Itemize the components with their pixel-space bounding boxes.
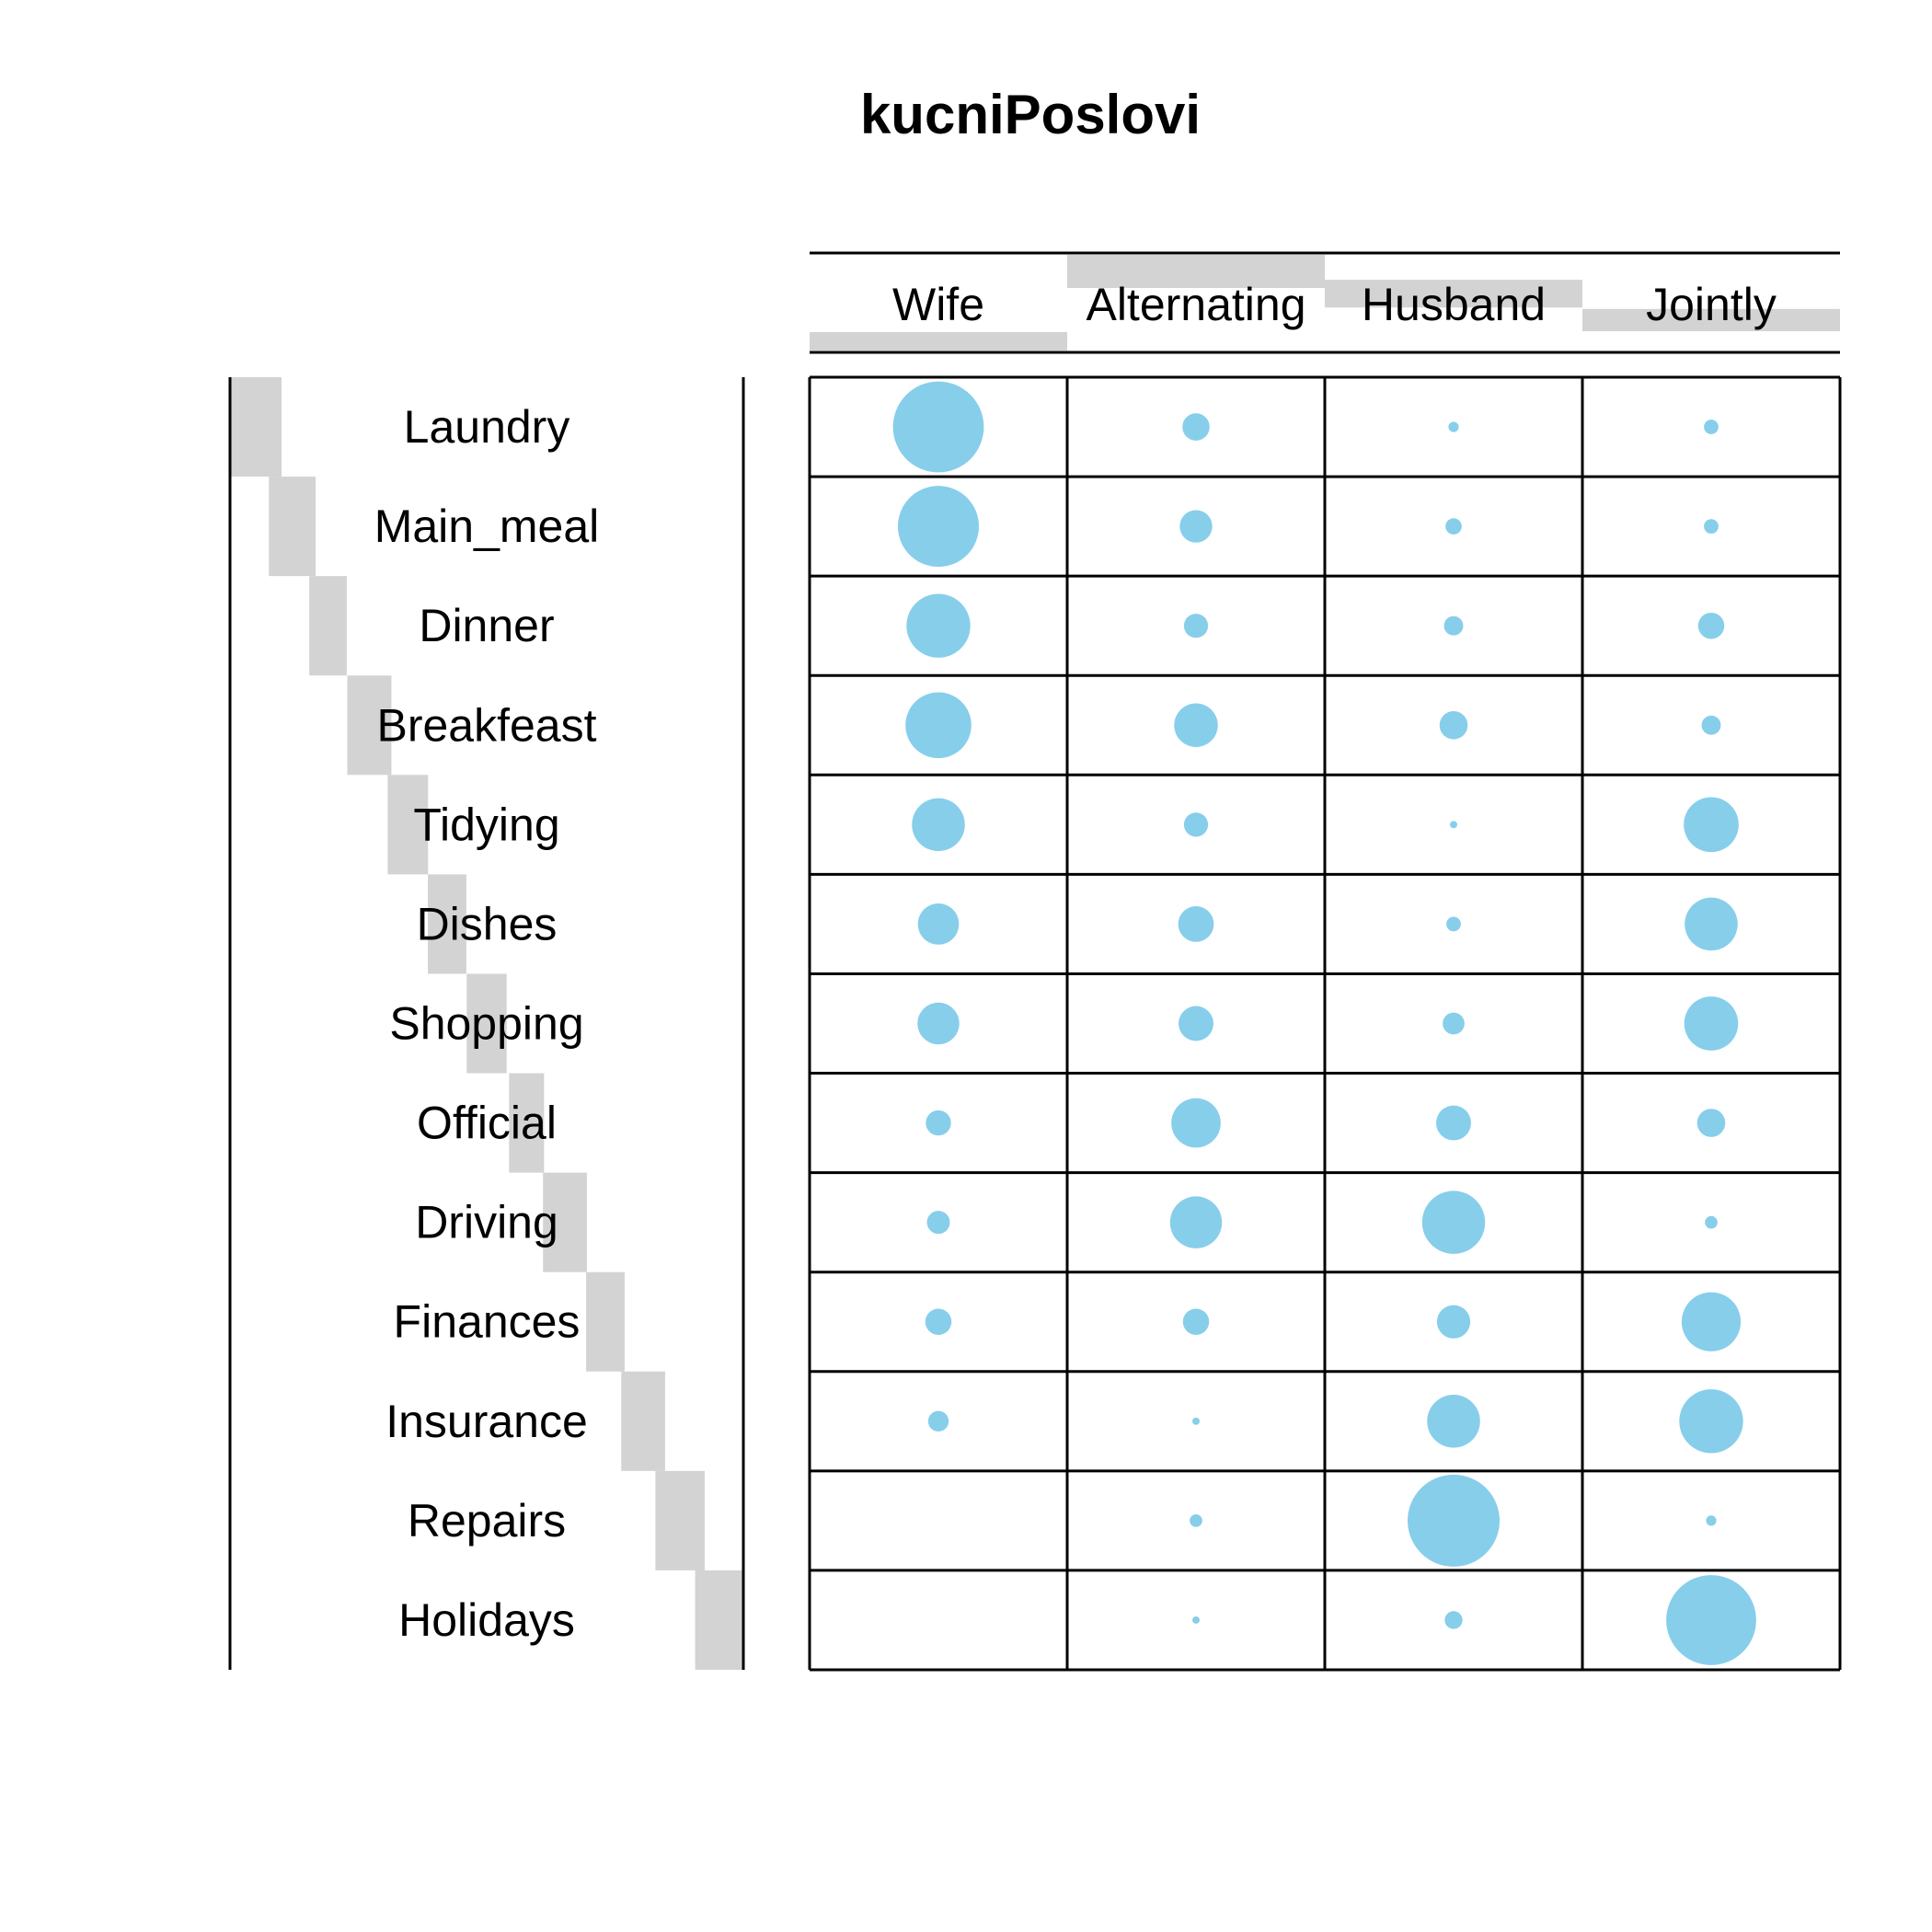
row-label-finances: Finances xyxy=(394,1296,581,1348)
balloon-repairs-alternating xyxy=(1190,1514,1202,1527)
row-label-tidying: Tidying xyxy=(413,799,559,850)
balloon-main-meal-alternating xyxy=(1179,510,1213,543)
row-margin-bar-holidays xyxy=(695,1570,743,1670)
row-label-laundry: Laundry xyxy=(404,401,570,453)
balloon-main-meal-wife xyxy=(897,486,980,568)
chart-title: kucniPoslovi xyxy=(860,84,1201,145)
balloon-insurance-husband xyxy=(1427,1395,1480,1448)
balloon-laundry-alternating xyxy=(1182,413,1210,441)
row-margin-bar-finances xyxy=(586,1271,625,1372)
balloon-official-wife xyxy=(926,1110,951,1136)
row-label-repairs: Repairs xyxy=(408,1495,566,1547)
row-label-shopping: Shopping xyxy=(389,998,583,1050)
balloons xyxy=(892,381,1756,1665)
row-label-breakfeast: Breakfeast xyxy=(376,699,596,751)
balloon-holidays-husband xyxy=(1444,1611,1463,1629)
balloon-finances-wife xyxy=(925,1308,952,1335)
column-margin-bars xyxy=(810,255,1840,351)
balloon-repairs-husband xyxy=(1408,1474,1500,1567)
row-margin-bar-laundry xyxy=(230,377,282,477)
balloon-official-husband xyxy=(1436,1105,1471,1141)
balloon-dinner-husband xyxy=(1443,615,1464,636)
balloon-laundry-husband xyxy=(1448,421,1459,432)
balloon-main-meal-husband xyxy=(1445,518,1462,535)
column-label-alternating: Alternating xyxy=(1086,279,1305,330)
row-margin-bar-official xyxy=(509,1073,545,1173)
row-margin-bar-main-meal xyxy=(269,477,316,577)
balloon-dinner-jointly xyxy=(1697,612,1725,639)
column-label-jointly: Jointly xyxy=(1646,279,1777,330)
balloon-dinner-wife xyxy=(906,593,971,658)
balloon-laundry-wife xyxy=(892,381,984,473)
balloon-insurance-alternating xyxy=(1192,1417,1200,1425)
balloon-dishes-jointly xyxy=(1685,897,1738,951)
balloon-holidays-alternating xyxy=(1192,1616,1200,1624)
row-label-driving: Driving xyxy=(415,1197,558,1248)
balloon-laundry-jointly xyxy=(1704,420,1719,434)
row-margin-bar-repairs xyxy=(655,1470,705,1570)
column-margin-bar-alternating xyxy=(1067,255,1325,288)
row-label-dinner: Dinner xyxy=(419,600,554,651)
row-label-holidays: Holidays xyxy=(398,1594,575,1646)
balloon-tidying-jointly xyxy=(1684,797,1739,853)
column-margin-bar-wife xyxy=(810,332,1067,351)
row-margin-bar-tidying xyxy=(387,775,429,875)
balloon-tidying-husband xyxy=(1450,821,1457,829)
row-label-main-meal: Main_meal xyxy=(374,500,600,552)
balloon-dishes-wife xyxy=(917,903,960,945)
balloon-official-jointly xyxy=(1696,1109,1726,1137)
balloon-driving-jointly xyxy=(1705,1215,1718,1229)
row-margin-bars xyxy=(230,377,743,1670)
balloon-dishes-alternating xyxy=(1178,906,1214,942)
column-margin-bar-husband xyxy=(1325,280,1582,308)
row-margin-bar-dinner xyxy=(309,576,347,676)
table-grid xyxy=(228,251,1842,1672)
column-margin-bar-jointly xyxy=(1582,308,1840,332)
column-label-wife: Wife xyxy=(892,279,984,330)
balloon-shopping-jointly xyxy=(1684,996,1739,1051)
balloon-dishes-husband xyxy=(1446,916,1461,932)
balloon-main-meal-jointly xyxy=(1704,519,1719,535)
balloon-repairs-jointly xyxy=(1706,1515,1717,1526)
balloon-driving-husband xyxy=(1421,1190,1486,1254)
column-labels: Wife Alternating Husband Jointly xyxy=(892,279,1777,330)
balloon-insurance-jointly xyxy=(1679,1389,1743,1454)
balloon-tidying-alternating xyxy=(1183,812,1209,837)
row-margin-bar-dishes xyxy=(428,874,466,974)
row-label-insurance: Insurance xyxy=(385,1396,588,1447)
balloon-driving-wife xyxy=(926,1211,950,1235)
balloon-shopping-husband xyxy=(1443,1012,1465,1035)
balloon-dinner-alternating xyxy=(1183,614,1209,638)
row-labels: Laundry Main_meal Dinner Breakfeast Tidying D… xyxy=(374,401,600,1646)
row-margin-bar-breakfeast xyxy=(347,675,392,776)
row-margin-bar-driving xyxy=(543,1172,587,1272)
row-label-official: Official xyxy=(417,1098,557,1149)
balloon-shopping-alternating xyxy=(1179,1006,1213,1041)
balloon-driving-alternating xyxy=(1169,1196,1223,1248)
row-margin-bar-shopping xyxy=(466,973,507,1074)
balloon-finances-alternating xyxy=(1182,1308,1210,1335)
column-label-husband: Husband xyxy=(1362,279,1546,330)
balloon-tidying-wife xyxy=(912,798,965,852)
balloon-official-alternating xyxy=(1171,1098,1221,1148)
balloon-breakfeast-alternating xyxy=(1174,703,1218,747)
balloon-breakfeast-husband xyxy=(1439,710,1468,740)
balloon-insurance-wife xyxy=(927,1410,949,1432)
balloon-finances-husband xyxy=(1436,1305,1471,1339)
balloon-holidays-jointly xyxy=(1666,1575,1756,1665)
balloon-breakfeast-jointly xyxy=(1701,715,1721,735)
balloon-finances-jointly xyxy=(1681,1292,1742,1351)
balloon-shopping-wife xyxy=(917,1002,960,1045)
row-label-dishes: Dishes xyxy=(417,898,558,949)
balloon-breakfeast-wife xyxy=(905,692,972,759)
row-margin-bar-insurance xyxy=(621,1371,665,1471)
